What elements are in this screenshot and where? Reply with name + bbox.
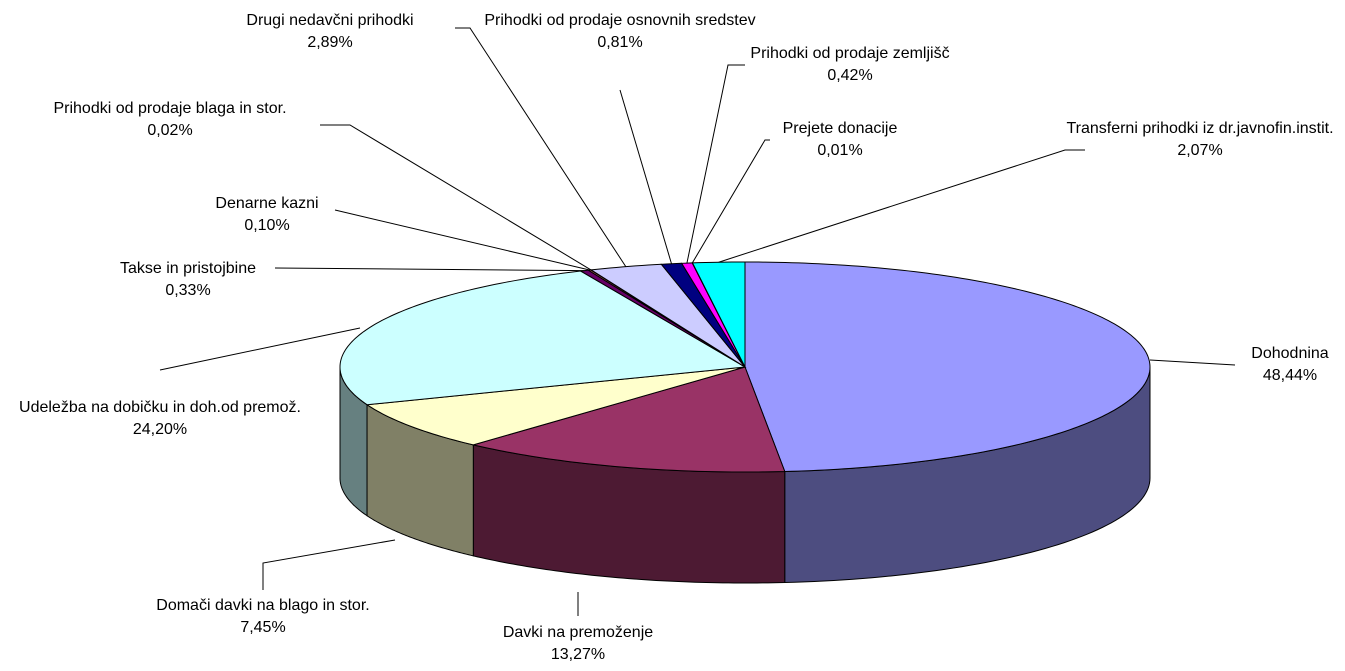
category-name: Prihodki od prodaje osnovnih sredstev xyxy=(484,12,756,29)
value-label: 24,20% xyxy=(132,421,188,438)
slice-label: Takse in pristojbine 0,33% xyxy=(78,258,298,302)
leader-line xyxy=(334,209,590,271)
category-name: Denarne kazni xyxy=(215,195,319,212)
slice-label: Domači davki na blago in stor. 7,45% xyxy=(113,595,413,639)
value-label: 0,01% xyxy=(817,142,863,159)
value-label: 0,42% xyxy=(827,67,873,84)
value-label: 0,02% xyxy=(147,122,193,139)
slice-label: Udeležba na dobičku in doh.od premož. 24,… xyxy=(10,397,310,441)
category-name: Prihodki od prodaje blaga in stor. xyxy=(53,100,287,117)
category-name: Drugi nedavčni prihodki xyxy=(246,12,414,29)
category-name: Takse in pristojbine xyxy=(119,260,257,277)
leader-line xyxy=(274,267,585,272)
value-label: 0,10% xyxy=(244,217,290,234)
slice-top xyxy=(744,261,1151,472)
slice-top xyxy=(691,261,746,368)
slice-label: Davki na premoženje 13,27% xyxy=(458,622,698,666)
slice-top xyxy=(339,270,747,406)
leader-line xyxy=(262,539,396,590)
slice-label: Prihodki od prodaje osnovnih sredstev 0,8… xyxy=(470,10,770,54)
slice-top xyxy=(589,263,746,368)
category-name: Prihodki od prodaje zemljišč xyxy=(750,45,950,62)
value-label: 7,45% xyxy=(240,619,286,636)
slice-label: Prihodki od prodaje blaga in stor. 0,02% xyxy=(10,98,330,142)
slice-top xyxy=(471,366,786,473)
slice-label: Drugi nedavčni prihodki 2,89% xyxy=(220,10,440,54)
leader-line xyxy=(320,124,592,271)
value-label: 13,27% xyxy=(550,646,606,663)
category-name: Davki na premoženje xyxy=(502,624,654,641)
leader-line xyxy=(455,27,627,267)
slice-label: Transferni prihodki iz dr.javnofin.insti… xyxy=(1060,118,1340,162)
value-label: 48,44% xyxy=(1262,367,1318,384)
category-name: Prejete donacije xyxy=(782,120,898,137)
slice-label: Prihodki od prodaje zemljišč 0,42% xyxy=(730,43,970,87)
leader-line xyxy=(718,149,1085,263)
value-label: 2,07% xyxy=(1177,142,1223,159)
value-label: 0,81% xyxy=(597,34,643,51)
leader-line xyxy=(686,64,745,264)
leader-line xyxy=(159,327,361,371)
category-name: Udeležba na dobičku in doh.od premož. xyxy=(19,399,301,416)
category-name: Dohodnina xyxy=(1251,345,1329,362)
slice-label: Dohodnina 48,44% xyxy=(1220,343,1345,387)
slice-top xyxy=(365,366,746,446)
leader-line xyxy=(1149,359,1236,366)
category-name: Domači davki na blago in stor. xyxy=(156,597,370,614)
leader-line xyxy=(691,139,770,264)
value-label: 2,89% xyxy=(307,34,353,51)
slice-label: Denarne kazni 0,10% xyxy=(187,193,347,237)
category-name: Transferni prihodki iz dr.javnofin.insti… xyxy=(1066,120,1334,137)
value-label: 0,33% xyxy=(165,282,211,299)
slice-label: Prejete donacije 0,01% xyxy=(750,118,930,162)
leader-line xyxy=(619,89,672,264)
